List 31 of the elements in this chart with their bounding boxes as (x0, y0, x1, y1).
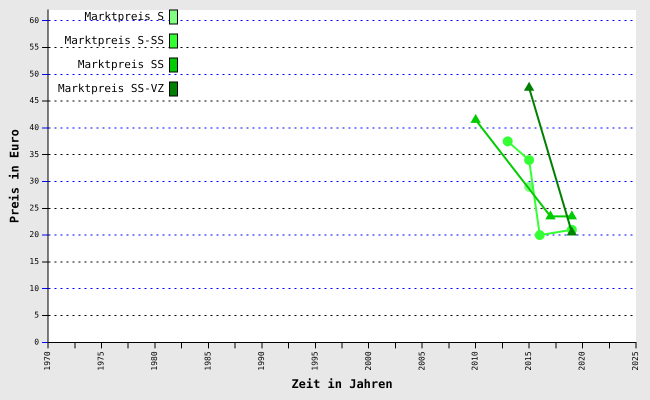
y-tick-label: 10 (29, 284, 40, 293)
legend-label: Marktpreis S-SS (64, 34, 164, 47)
x-tick-label: 2020 (578, 351, 587, 371)
y-tick-label: 5 (34, 310, 40, 320)
y-tick-label: 0 (34, 337, 40, 346)
x-tick-label: 1995 (310, 351, 320, 371)
legend-label: Marktpreis SS-VZ (58, 82, 164, 95)
x-tick-label: 1985 (203, 351, 212, 371)
legend-label: Marktpreis S (84, 10, 164, 23)
x-tick-label: 1975 (96, 351, 106, 371)
x-tick-label: 2025 (631, 351, 640, 371)
y-axis-title: Preis in Euro (7, 129, 22, 224)
x-tick-label: 1970 (43, 351, 52, 371)
x-tick-label: 2015 (524, 351, 534, 371)
y-tick-label: 15 (29, 257, 40, 266)
x-tick-label: 1990 (256, 351, 266, 371)
x-tick-label: 2000 (364, 351, 373, 371)
x-tick-label: 2005 (417, 351, 426, 371)
x-axis-title: Zeit in Jahren (291, 376, 393, 391)
y-tick-label: 25 (29, 203, 40, 212)
y-tick-label: 50 (29, 69, 40, 78)
y-tick-label: 20 (29, 230, 40, 240)
y-tick-label: 40 (29, 123, 40, 132)
y-tick-label: 45 (29, 96, 40, 106)
x-tick-label: 1980 (150, 351, 160, 371)
y-tick-label: 60 (29, 16, 40, 25)
x-tick-label: 2010 (470, 351, 480, 371)
legend-label: Marktpreis SS (78, 58, 164, 71)
y-tick-label: 35 (29, 150, 40, 159)
y-tick-label: 55 (29, 42, 40, 52)
y-tick-label: 30 (29, 176, 40, 186)
